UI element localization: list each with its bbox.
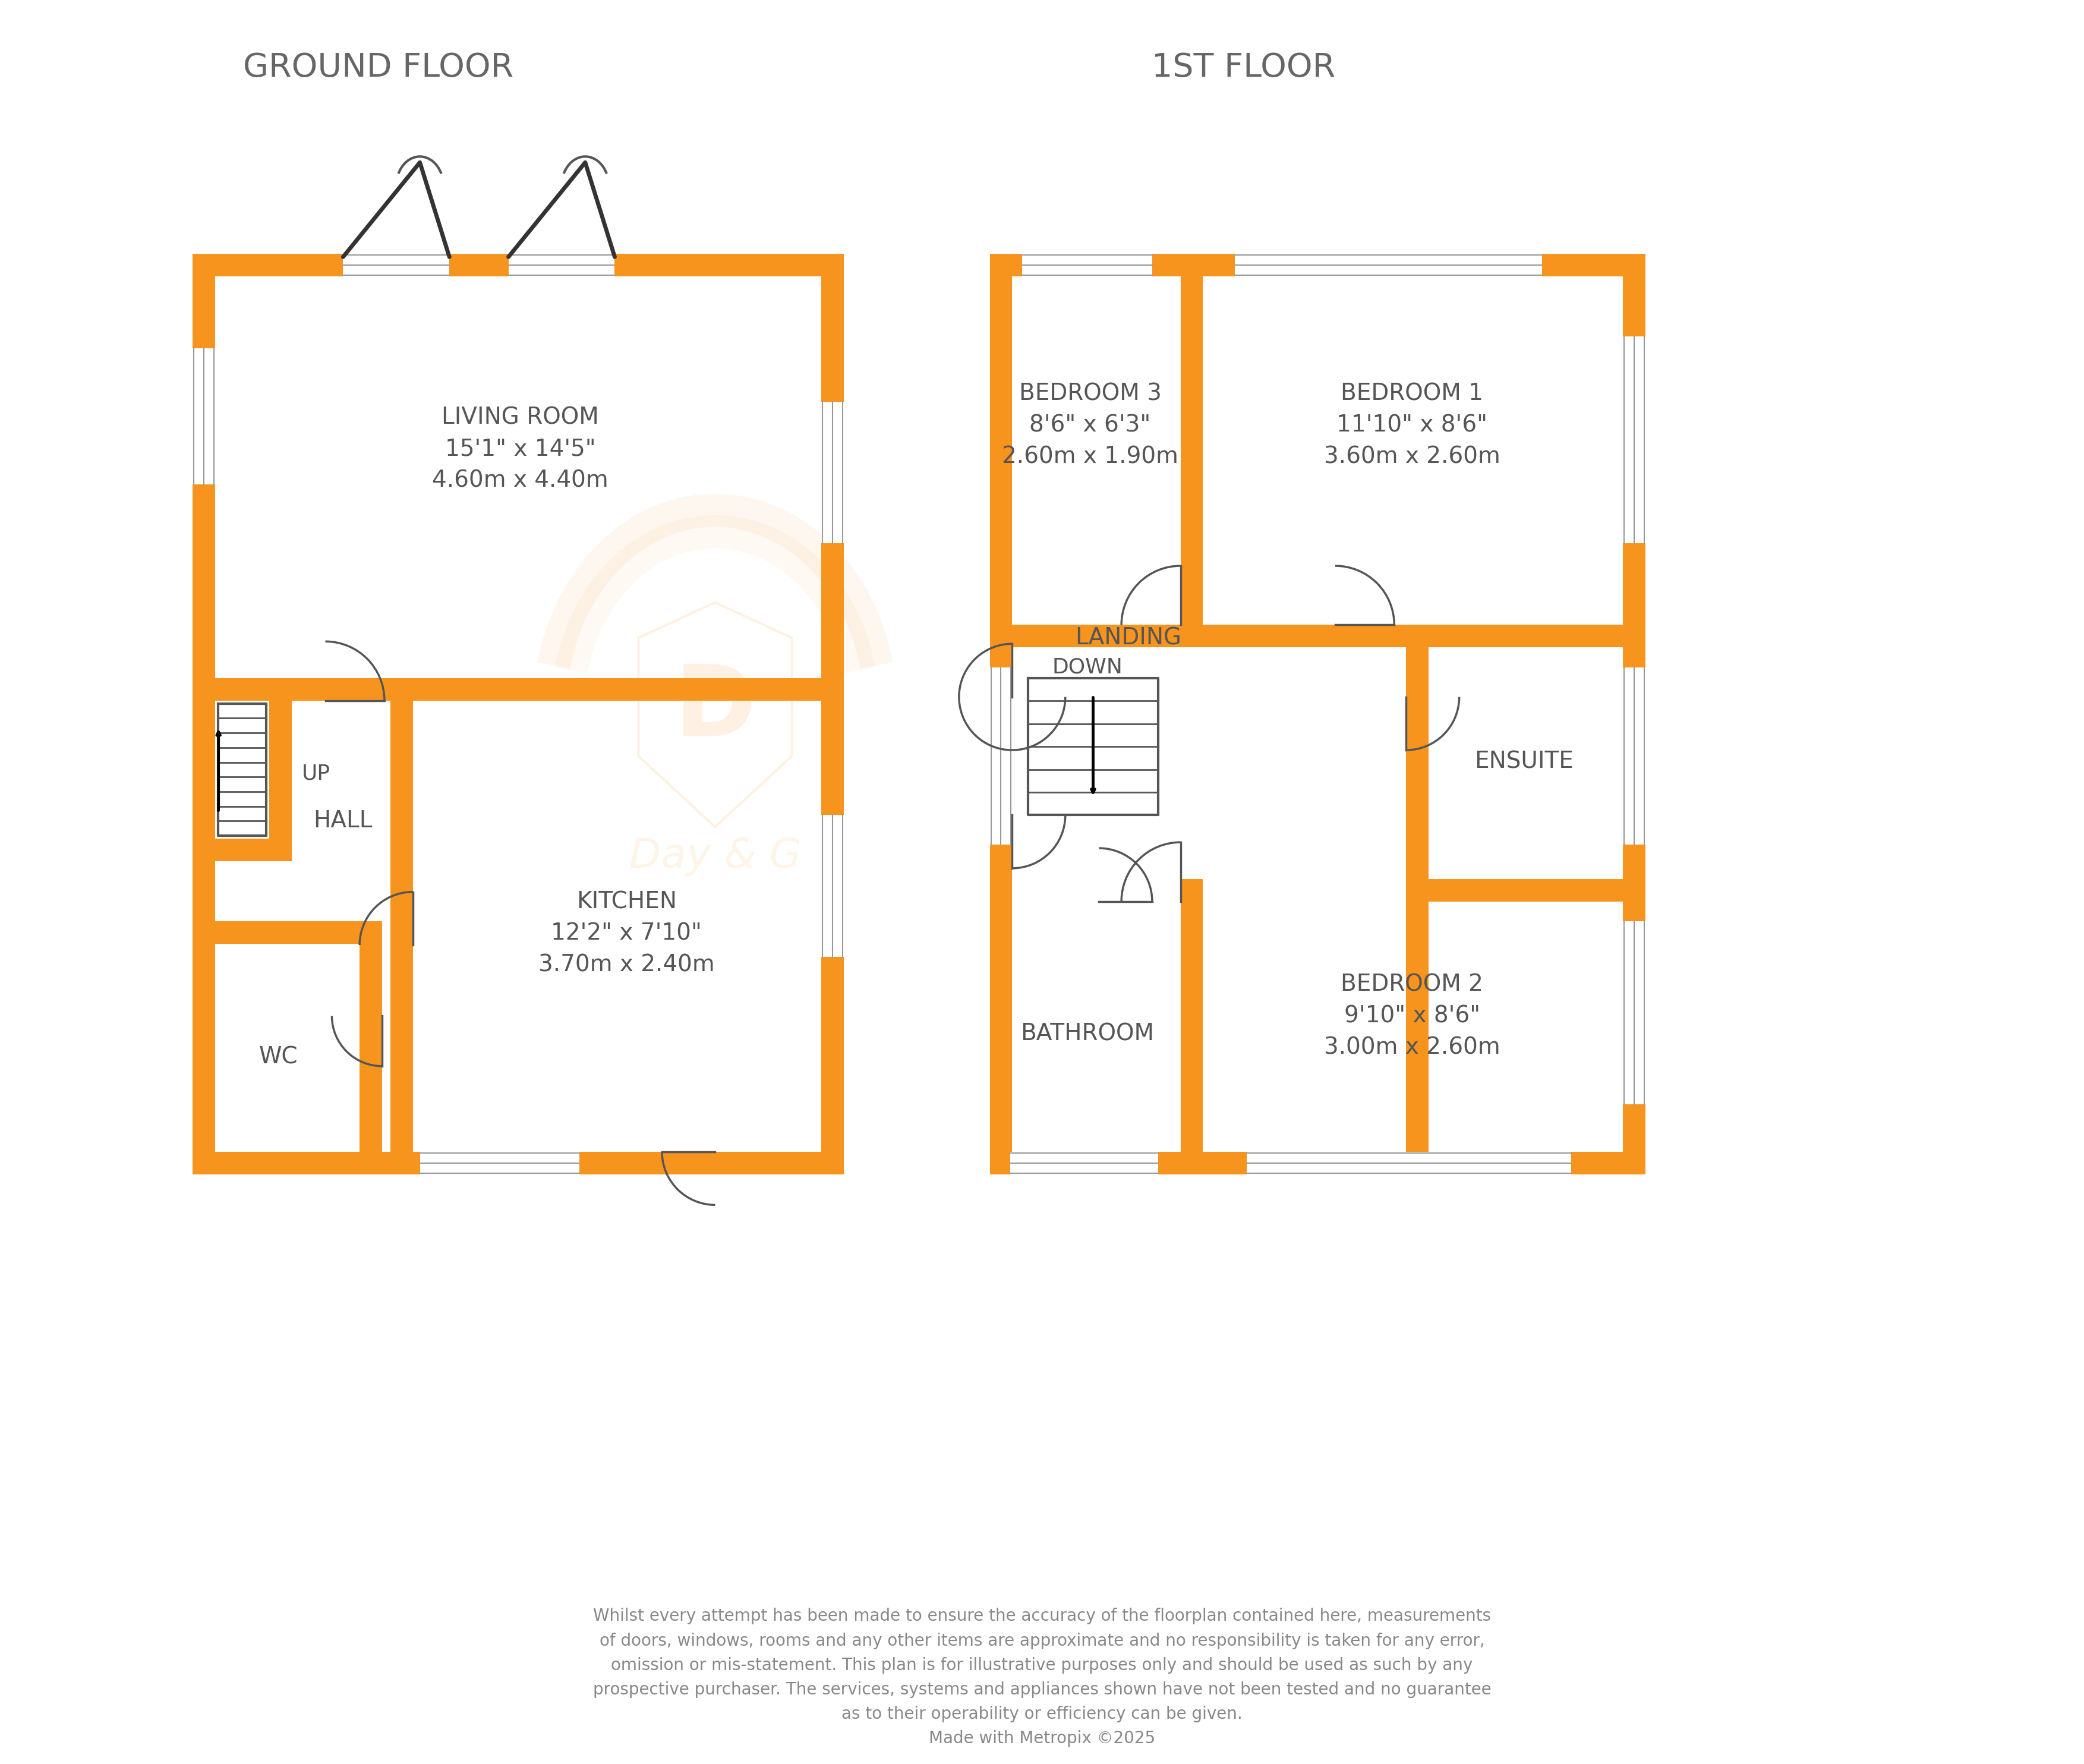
Bar	[990, 254, 1644, 277]
Bar	[192, 677, 844, 700]
Bar	[821, 254, 844, 1175]
Text: BEDROOM 3
8'6" x 6'3"
2.60m x 1.90m: BEDROOM 3 8'6" x 6'3" 2.60m x 1.90m	[1002, 383, 1177, 467]
Bar	[821, 815, 844, 956]
Text: ENSUITE: ENSUITE	[1475, 751, 1573, 773]
Bar	[192, 1152, 844, 1175]
Bar	[419, 1152, 579, 1175]
Bar	[1011, 1152, 1159, 1175]
Text: BATHROOM: BATHROOM	[1021, 1023, 1155, 1044]
Bar	[192, 254, 215, 1175]
Bar	[215, 921, 381, 944]
Text: WC: WC	[258, 1046, 298, 1069]
Text: Day & G: Day & G	[629, 836, 800, 877]
Bar	[990, 624, 1644, 647]
Text: KITCHEN
12'2" x 7'10"
3.70m x 2.40m: KITCHEN 12'2" x 7'10" 3.70m x 2.40m	[538, 891, 715, 975]
Text: GROUND FLOOR: GROUND FLOOR	[244, 51, 515, 85]
Bar	[390, 677, 413, 1175]
Bar	[990, 1152, 1644, 1175]
Bar	[1023, 254, 1152, 277]
Bar	[1623, 254, 1644, 1175]
Bar	[1246, 1152, 1571, 1175]
Text: LIVING ROOM
15'1" x 14'5"
4.60m x 4.40m: LIVING ROOM 15'1" x 14'5" 4.60m x 4.40m	[431, 406, 609, 492]
Bar	[821, 402, 844, 543]
Bar	[1180, 277, 1202, 624]
Bar	[269, 677, 292, 838]
Text: BEDROOM 1
11'10" x 8'6"
3.60m x 2.60m: BEDROOM 1 11'10" x 8'6" 3.60m x 2.60m	[1323, 383, 1500, 467]
Bar	[1407, 878, 1644, 901]
Text: DOWN: DOWN	[1052, 658, 1123, 677]
Bar	[192, 349, 215, 485]
Text: LANDING: LANDING	[1075, 626, 1182, 649]
Bar	[990, 667, 1013, 845]
Bar	[192, 254, 844, 277]
Bar	[1623, 667, 1644, 845]
Bar	[1623, 337, 1644, 543]
Bar	[215, 838, 292, 861]
Text: 1ST FLOOR: 1ST FLOOR	[1152, 51, 1336, 85]
Text: HALL: HALL	[313, 810, 373, 833]
Bar	[508, 254, 615, 277]
Bar	[344, 254, 450, 277]
Text: Whilst every attempt has been made to ensure the accuracy of the floorplan conta: Whilst every attempt has been made to en…	[592, 1609, 1492, 1746]
Bar	[1407, 624, 1428, 878]
Text: D: D	[673, 660, 756, 757]
Bar	[1407, 878, 1428, 1175]
Bar	[1236, 254, 1542, 277]
Bar	[1180, 878, 1202, 1175]
Bar	[1623, 921, 1644, 1104]
Text: UP: UP	[302, 764, 331, 783]
Text: BEDROOM 2
9'10" x 8'6"
3.00m x 2.60m: BEDROOM 2 9'10" x 8'6" 3.00m x 2.60m	[1323, 974, 1500, 1058]
Bar	[990, 254, 1013, 1175]
Bar	[361, 921, 381, 1175]
